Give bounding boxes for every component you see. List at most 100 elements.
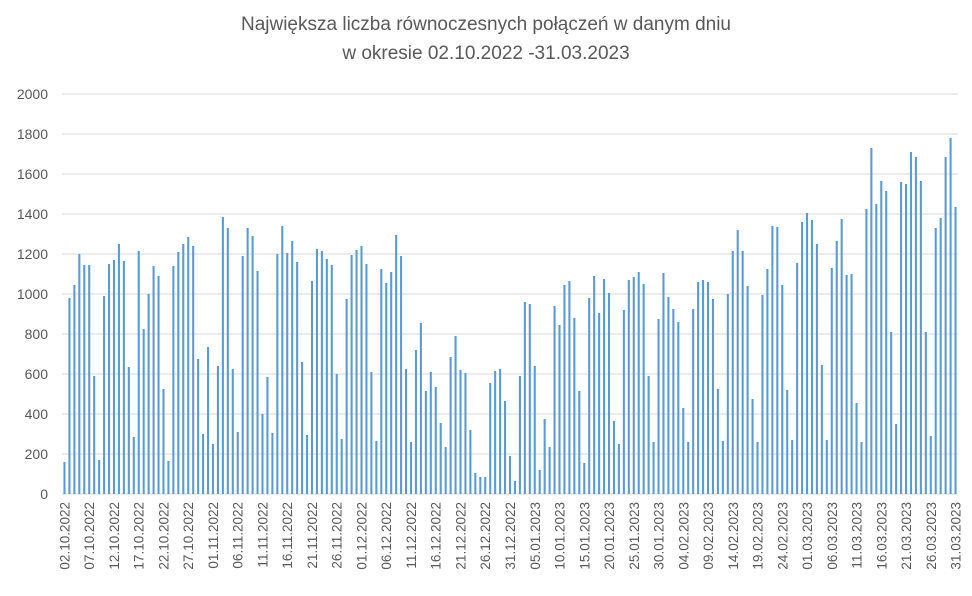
bar: [246, 228, 249, 494]
bar: [548, 447, 551, 494]
bar: [202, 434, 205, 494]
bar: [504, 401, 507, 494]
bar: [177, 252, 180, 494]
bar: [875, 204, 878, 494]
bar: [256, 271, 259, 494]
x-axis-ticks: 02.10.2022 07.10.2022 12.10.2022 17.10.2022…: [58, 502, 964, 570]
bar: [345, 299, 348, 494]
x-tick-label: 26.11.2022: [330, 502, 345, 569]
bar: [553, 306, 556, 494]
bar: [731, 251, 734, 494]
bar: [746, 286, 749, 494]
bar: [736, 230, 739, 494]
bar: [904, 184, 908, 494]
bar: [315, 249, 318, 494]
bar: [206, 347, 210, 494]
x-tick-label: 20.01.2023: [602, 502, 617, 570]
bar: [563, 285, 566, 494]
bar: [870, 148, 873, 494]
bar: [702, 280, 705, 494]
bar: [796, 263, 799, 494]
bar: [296, 262, 299, 494]
bar: [286, 253, 289, 494]
bar: [167, 461, 170, 494]
bar: [588, 298, 591, 494]
bar: [474, 473, 477, 494]
bar: [578, 391, 581, 494]
y-tick-label: 0: [40, 486, 48, 502]
bar: [306, 435, 309, 494]
chart-title: Największa liczba równoczesnych połączeń…: [240, 14, 731, 35]
bar: [667, 297, 670, 494]
bar: [781, 285, 784, 494]
bar: [711, 299, 714, 494]
bar: [617, 444, 620, 494]
bar: [939, 218, 942, 494]
bar: [558, 325, 561, 494]
bar: [801, 222, 804, 494]
bar: [489, 383, 492, 494]
bar: [360, 246, 363, 494]
bar: [494, 371, 497, 494]
bar: [880, 181, 883, 494]
y-tick-label: 600: [25, 366, 49, 382]
bar: [612, 421, 615, 494]
y-tick-label: 400: [25, 406, 49, 422]
bars: [63, 138, 957, 494]
bar: [909, 152, 913, 494]
bar: [147, 294, 150, 494]
bar: [63, 462, 66, 494]
bar: [330, 265, 333, 494]
bar: [845, 275, 848, 494]
bar: [791, 440, 794, 494]
bar: [459, 370, 462, 494]
x-tick-label: 11.03.2023: [850, 502, 865, 569]
bar: [216, 366, 219, 494]
x-tick-label: 21.03.2023: [899, 502, 914, 570]
y-tick-label: 1400: [17, 206, 48, 222]
bar: [855, 403, 858, 494]
bar: [929, 436, 932, 494]
bar: [949, 138, 952, 494]
bar: [301, 362, 304, 494]
bar: [439, 423, 442, 494]
bar: [726, 294, 729, 494]
bar: [405, 369, 408, 494]
x-tick-label: 22.10.2022: [157, 502, 172, 570]
bar: [523, 302, 526, 494]
bar: [721, 441, 724, 494]
bar: [622, 310, 625, 494]
x-tick-label: 04.02.2023: [676, 502, 691, 570]
chart-subtitle: w okresie 02.10.2022 -31.03.2023: [342, 43, 630, 64]
x-tick-label: 21.11.2022: [305, 502, 320, 569]
bar: [400, 256, 403, 494]
x-tick-label: 26.12.2022: [478, 502, 493, 570]
bar: [221, 217, 224, 494]
bar: [127, 367, 130, 494]
bar: [152, 266, 155, 494]
bar: [197, 359, 200, 494]
x-tick-label: 11.12.2022: [404, 502, 419, 569]
bar: [107, 264, 111, 494]
bar: [182, 244, 185, 494]
bar: [642, 284, 645, 494]
x-tick-label: 31.03.2023: [949, 502, 964, 570]
x-tick-label: 01.12.2022: [355, 502, 370, 570]
bar: [538, 470, 541, 494]
bar: [756, 442, 759, 494]
bar: [132, 437, 135, 494]
bar: [820, 365, 823, 494]
bar: [484, 477, 487, 494]
gridlines: [62, 93, 958, 495]
y-tick-label: 1800: [17, 126, 48, 142]
bar: [528, 304, 531, 494]
x-tick-label: 01.11.2022: [206, 502, 221, 569]
bar: [657, 319, 660, 494]
bar: [112, 260, 116, 494]
bar: [652, 442, 655, 494]
x-tick-label: 16.03.2023: [874, 502, 889, 570]
bar: [271, 433, 274, 494]
bar: [429, 372, 432, 494]
bar: [830, 268, 833, 494]
